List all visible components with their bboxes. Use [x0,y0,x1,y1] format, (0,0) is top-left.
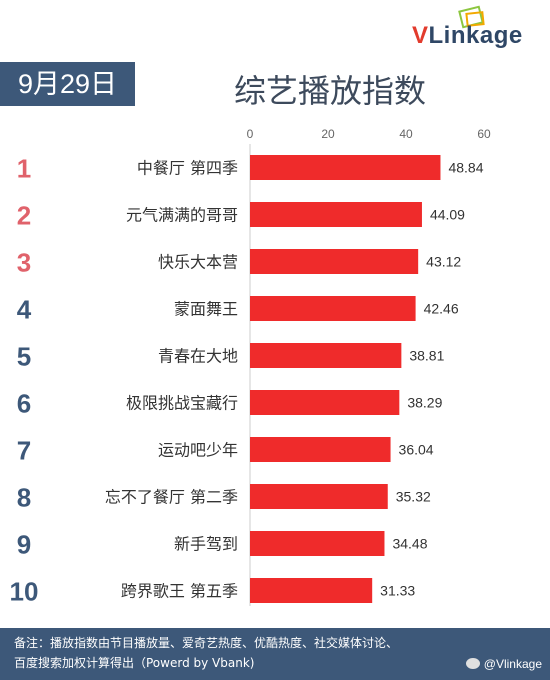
value-label: 43.12 [426,254,461,270]
category-label: 中餐厅 第四季 [137,159,238,178]
bar-chart: 0 20 40 60 1 中餐厅 第四季 48.84 2 元气满满的哥哥 44.09 3 快乐大本营 4… [10,127,491,607]
rank-number: 4 [17,295,32,325]
value-label: 44.09 [430,207,465,223]
bar [250,437,391,462]
bar [250,390,400,415]
watermark-text: @Vlinkage [483,657,542,671]
category-label: 蒙面舞王 [174,300,238,319]
value-label: 42.46 [424,301,459,317]
rank-number: 10 [10,577,39,607]
category-label: 极限挑战宝藏行 [126,394,238,413]
category-label: 跨界歌王 第五季 [121,582,238,601]
category-label: 运动吧少年 [158,441,238,460]
value-label: 36.04 [399,442,434,458]
logo-letters: Linkage [428,22,523,49]
date-badge: 9月29日 [0,62,135,106]
category-label: 青春在大地 [158,347,238,366]
bar [250,249,419,274]
footer-line-1: 备注：播放指数由节目播放量、爱奇艺热度、优酷热度、社交媒体讨论、 [14,636,399,650]
rank-number: 8 [17,483,31,513]
bar [250,202,422,227]
rank-number: 5 [17,342,31,372]
chart-title: 综艺播放指数 [233,72,426,110]
footer-note: 备注：播放指数由节目播放量、爱奇艺热度、优酷热度、社交媒体讨论、 百度搜索加权计… [0,628,550,680]
weibo-watermark: @Vlinkage [465,654,542,674]
bar [250,578,373,603]
rank-number: 7 [17,436,31,466]
bar [250,343,402,368]
value-label: 34.48 [392,536,427,552]
category-label: 元气满满的哥哥 [126,206,238,225]
rank-number: 3 [17,248,31,278]
bar [250,531,385,556]
vlinkage-logo: VLinkage [412,4,542,54]
rank-number: 9 [17,530,31,560]
rank-number: 6 [17,389,31,419]
category-label: 忘不了餐厅 第二季 [105,488,238,507]
rank-number: 2 [17,201,31,231]
x-tick-label: 60 [477,127,491,141]
x-tick-label: 40 [399,127,413,141]
x-tick-label: 0 [247,127,254,141]
bar [250,296,416,321]
value-label: 35.32 [396,489,431,505]
footer-line-2: 百度搜索加权计算得出（Powerd by Vbank) [14,656,255,670]
logo-letter-v: V [412,22,429,49]
value-label: 48.84 [448,160,483,176]
value-label: 38.29 [407,395,442,411]
value-label: 31.33 [380,583,415,599]
category-label: 新手驾到 [174,535,238,554]
category-label: 快乐大本营 [158,253,238,272]
value-label: 38.81 [409,348,444,364]
logo-text: VLinkage [412,22,523,50]
bar [250,484,388,509]
x-tick-label: 20 [321,127,335,141]
rank-number: 1 [17,154,31,184]
bar [250,155,441,180]
weibo-icon [465,658,480,669]
